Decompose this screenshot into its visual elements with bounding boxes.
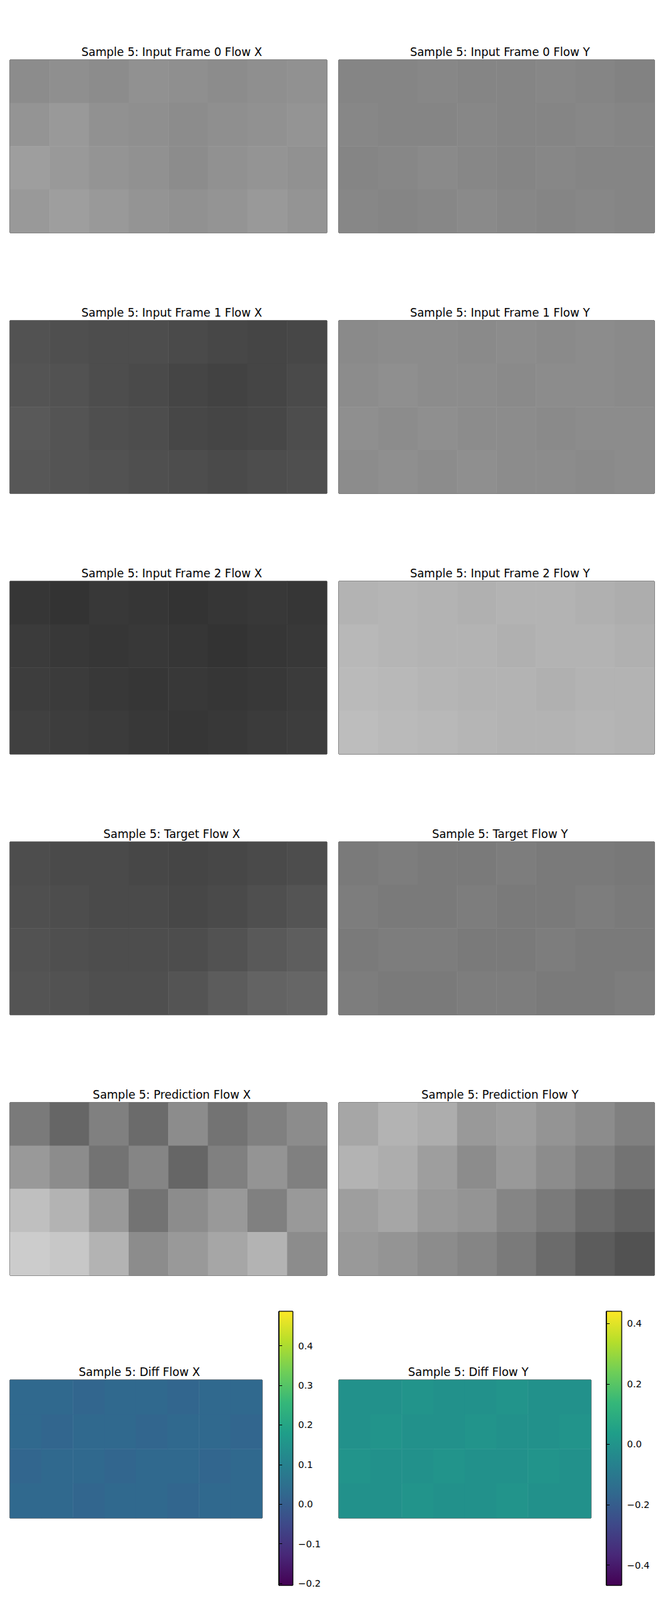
svg-text:Sample 5: Diff Flow Y: Sample 5: Diff Flow Y — [408, 1366, 529, 1380]
svg-text:Sample 5: Input Frame 1 Flow X: Sample 5: Input Frame 1 Flow X — [81, 306, 263, 320]
svg-text:Sample 5: Target Flow Y: Sample 5: Target Flow Y — [432, 827, 569, 842]
svg-text:Sample 5: Prediction Flow Y: Sample 5: Prediction Flow Y — [421, 1088, 579, 1102]
svg-text:0.2: 0.2 — [626, 1379, 642, 1391]
svg-text:Sample 5: Input Frame 2 Flow X: Sample 5: Input Frame 2 Flow X — [81, 566, 263, 581]
svg-text:0.0: 0.0 — [298, 1499, 313, 1511]
svg-text:0.1: 0.1 — [298, 1460, 313, 1471]
svg-text:0.0: 0.0 — [626, 1439, 642, 1451]
svg-text:Sample 5: Input Frame 1 Flow Y: Sample 5: Input Frame 1 Flow Y — [410, 306, 591, 320]
svg-text:Sample 5: Diff Flow X: Sample 5: Diff Flow X — [78, 1366, 201, 1380]
svg-text:0.4: 0.4 — [626, 1318, 642, 1330]
svg-text:0.3: 0.3 — [298, 1380, 313, 1392]
svg-text:Sample 5: Target Flow X: Sample 5: Target Flow X — [103, 827, 241, 842]
svg-text:0.2: 0.2 — [298, 1420, 313, 1431]
svg-text:−0.2: −0.2 — [298, 1578, 321, 1590]
svg-text:−0.1: −0.1 — [298, 1539, 321, 1551]
svg-text:0.4: 0.4 — [298, 1341, 313, 1353]
svg-text:Sample 5: Input Frame 2 Flow Y: Sample 5: Input Frame 2 Flow Y — [410, 566, 591, 581]
svg-text:Sample 5: Prediction Flow X: Sample 5: Prediction Flow X — [92, 1088, 251, 1102]
svg-text:Sample 5: Input Frame 0 Flow Y: Sample 5: Input Frame 0 Flow Y — [410, 45, 591, 59]
svg-text:−0.4: −0.4 — [626, 1560, 650, 1572]
svg-text:Sample 5: Input Frame 0 Flow X: Sample 5: Input Frame 0 Flow X — [81, 45, 263, 59]
svg-text:−0.2: −0.2 — [626, 1500, 650, 1511]
